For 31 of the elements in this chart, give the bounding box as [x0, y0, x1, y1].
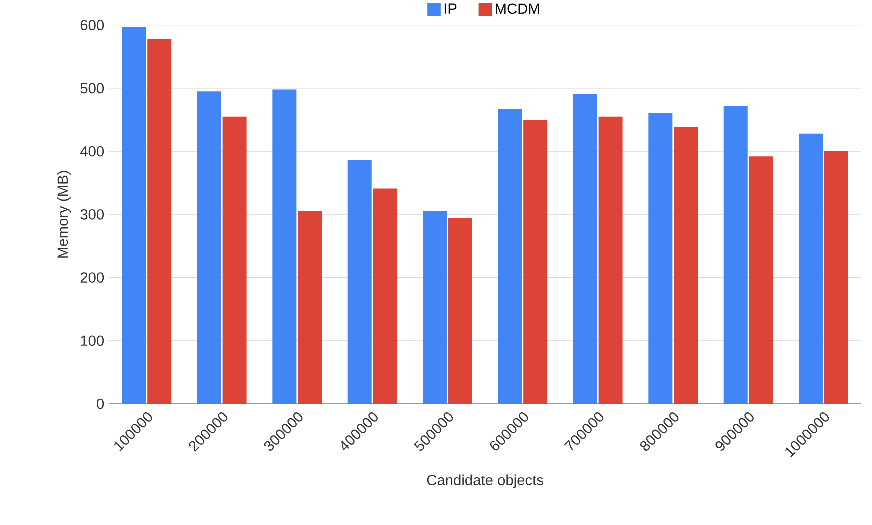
bar: [298, 211, 322, 404]
bar: [598, 116, 623, 404]
legend-label: IP: [444, 4, 457, 14]
x-axis-title: Candidate objects: [427, 474, 544, 488]
bar: [524, 120, 548, 404]
bar: [824, 151, 848, 404]
bar: [423, 211, 448, 404]
bar: [272, 90, 297, 404]
bar: [674, 126, 698, 404]
y-tick-label: 600: [80, 20, 104, 30]
bar: [122, 27, 146, 404]
y-tick-label: 400: [80, 146, 104, 157]
bar: [197, 91, 222, 404]
bar: [648, 112, 673, 404]
bar: [348, 160, 372, 404]
y-tick-label: 300: [80, 209, 104, 220]
bar: [498, 109, 522, 404]
y-tick-label: 500: [80, 83, 104, 94]
bar: [222, 116, 247, 404]
legend-label: MCDM: [496, 4, 540, 14]
bar: [724, 106, 748, 404]
bar: [749, 156, 774, 404]
y-tick-label: 100: [81, 336, 104, 346]
bar: [448, 218, 472, 404]
y-tick-label: 200: [80, 272, 104, 283]
bar: [373, 188, 398, 404]
bar: [799, 134, 824, 404]
y-tick-label: 0: [97, 398, 104, 410]
y-axis-title: Memory (MB): [57, 171, 71, 258]
bar: [148, 39, 172, 404]
bar: [573, 94, 598, 404]
